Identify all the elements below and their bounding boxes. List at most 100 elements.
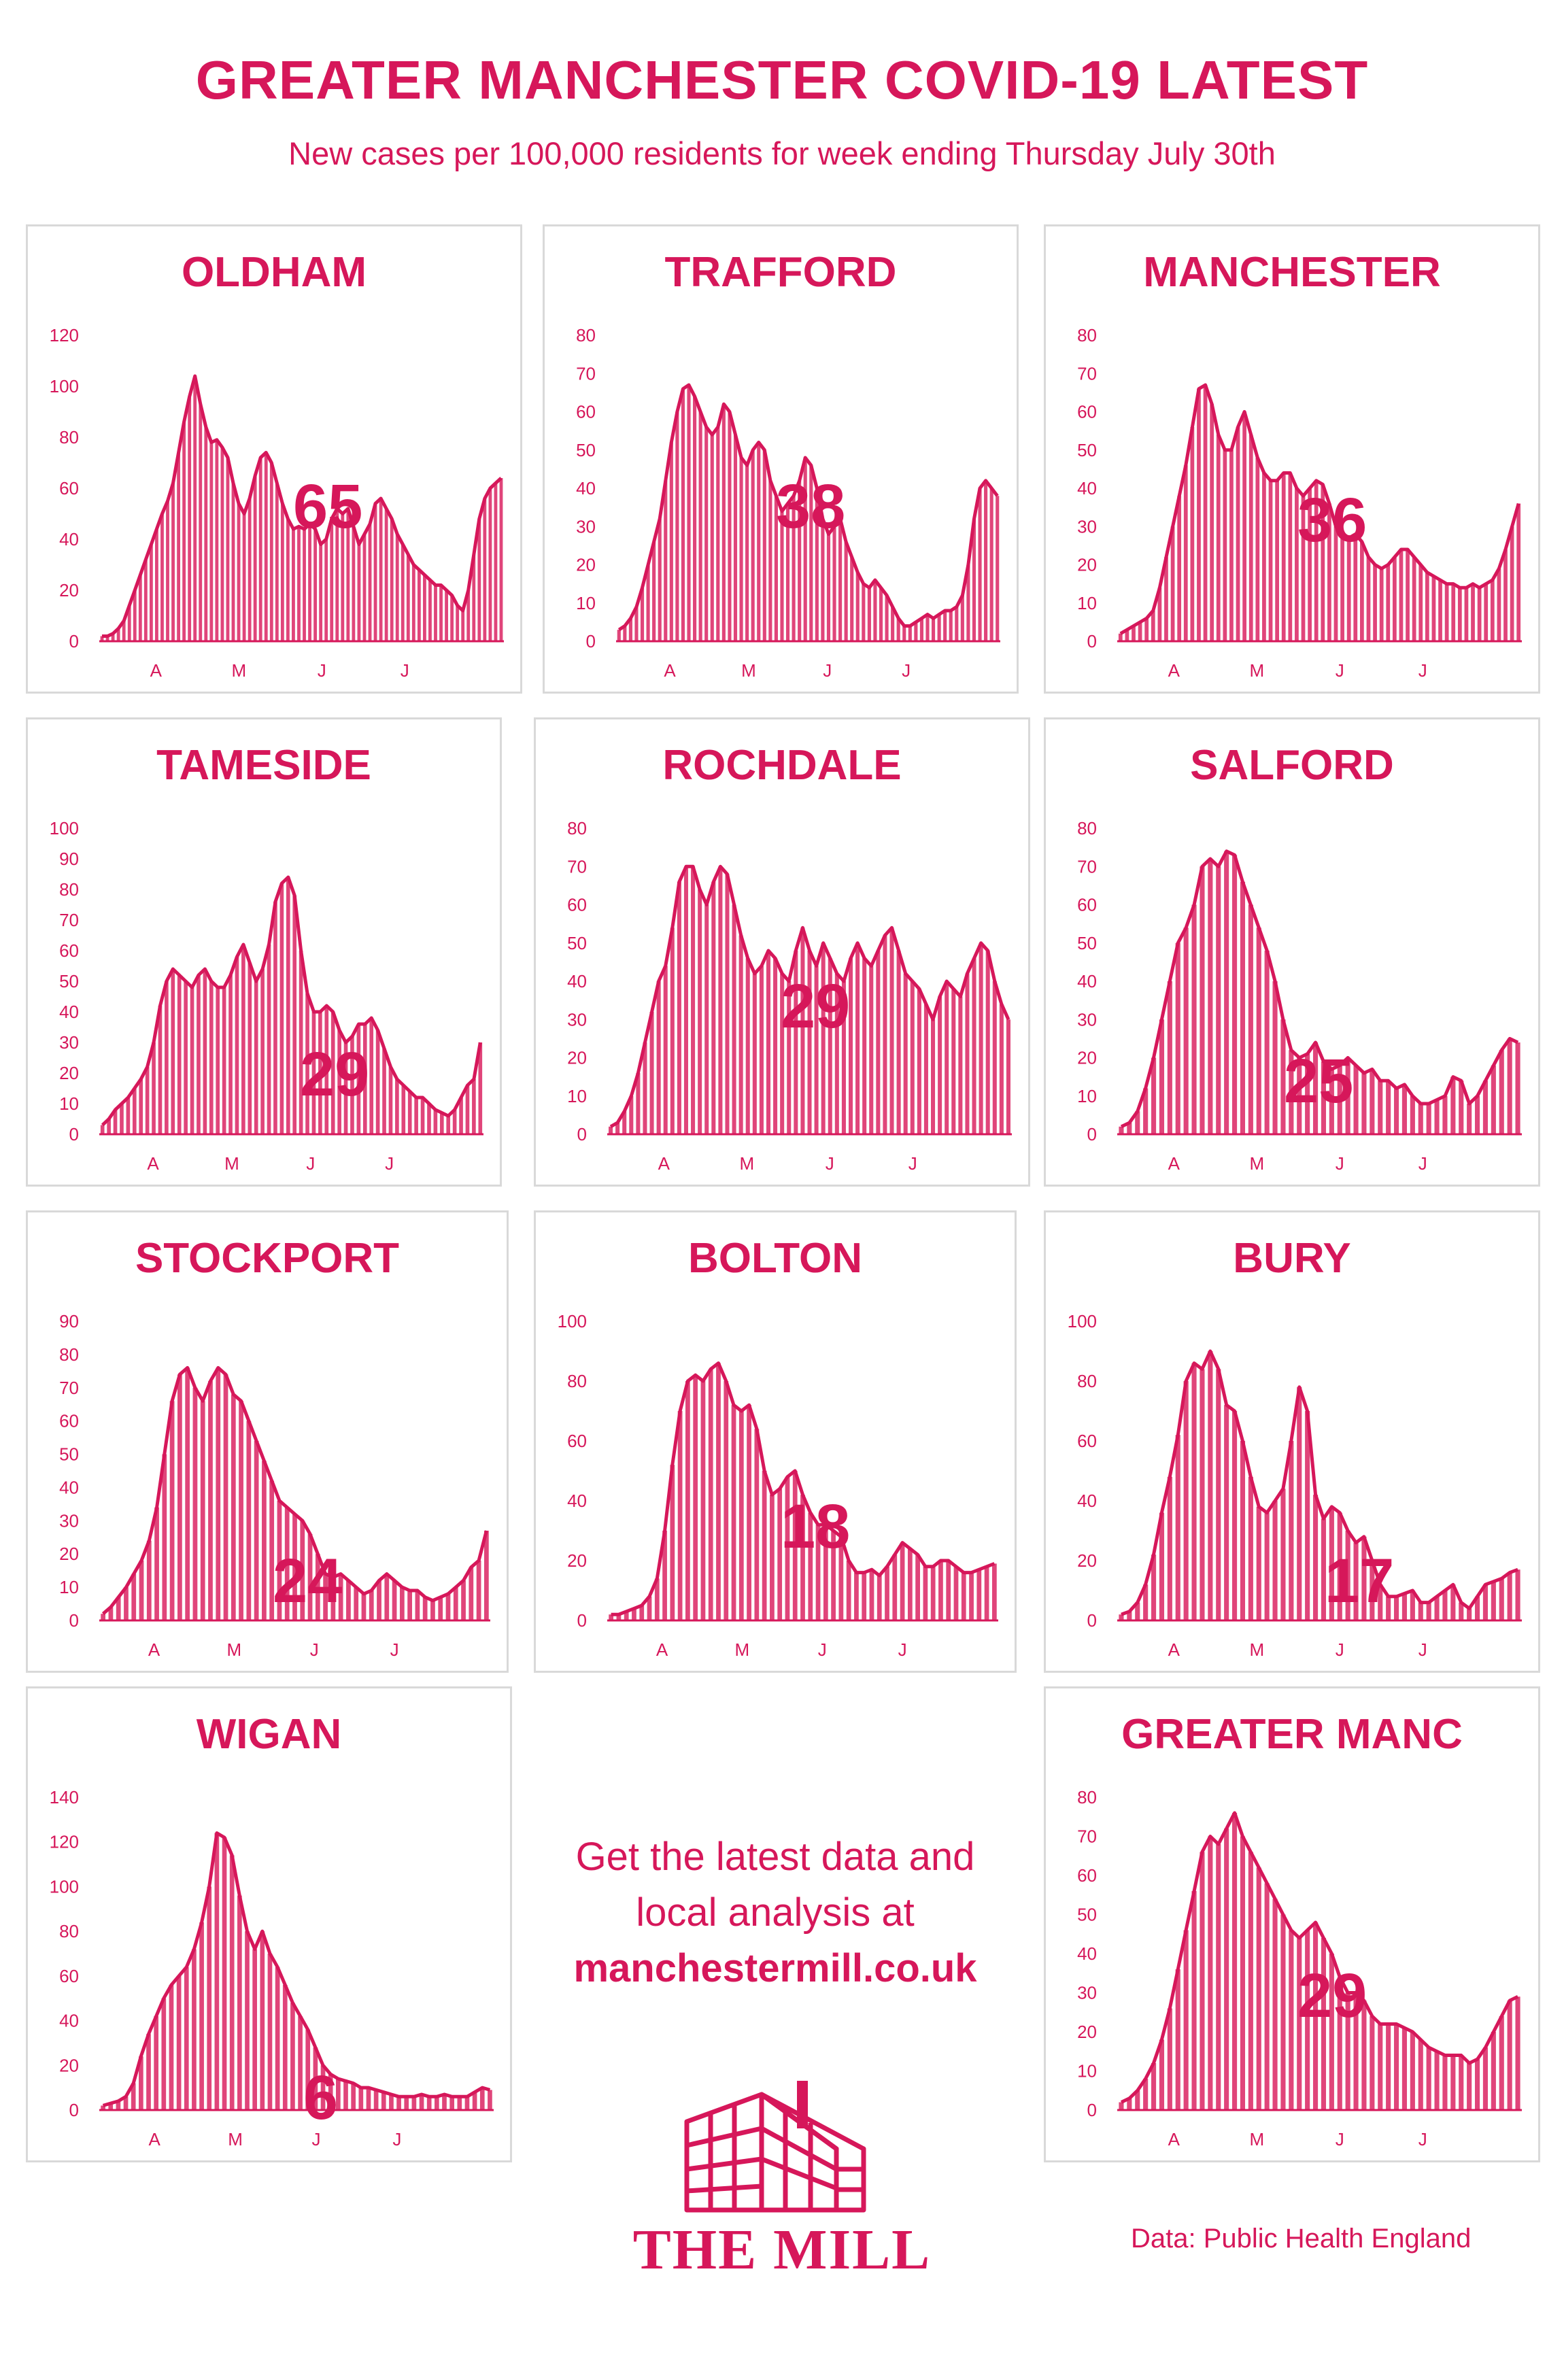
bar: [931, 1019, 936, 1134]
y-tick-label: 70: [1077, 363, 1097, 384]
bar: [1510, 526, 1514, 641]
bar: [192, 1387, 198, 1620]
bar: [955, 607, 959, 641]
headline-value: 38: [776, 472, 846, 541]
bar: [1280, 1489, 1286, 1620]
bar: [158, 1006, 163, 1134]
bar: [985, 951, 990, 1134]
bar: [1159, 2039, 1165, 2110]
bar: [389, 2094, 394, 2110]
the-mill-logo: THE MILL: [632, 2081, 932, 2285]
bar: [669, 442, 673, 641]
bar: [738, 1411, 744, 1620]
bar: [1231, 1813, 1238, 2110]
bar: [1426, 2047, 1431, 2110]
y-tick-label: 100: [1068, 1311, 1097, 1331]
bar: [1360, 541, 1364, 641]
promo-line-2: local analysis at: [636, 1890, 915, 1935]
bar: [656, 981, 661, 1134]
bar: [1497, 568, 1501, 641]
headline-value: 36: [1297, 486, 1367, 555]
bar: [1426, 1104, 1431, 1134]
y-tick-label: 30: [567, 1009, 587, 1030]
bar: [1329, 1506, 1334, 1620]
y-tick-label: 60: [1077, 895, 1097, 915]
y-tick-label: 80: [1077, 1787, 1097, 1807]
bar: [615, 1123, 620, 1134]
bar: [449, 2096, 454, 2110]
mill-building-icon: [684, 2081, 866, 2213]
y-tick-label: 10: [1077, 1086, 1097, 1106]
bar: [622, 1111, 627, 1134]
bar: [675, 411, 679, 641]
x-tick-label: J: [1336, 1153, 1344, 1174]
bar: [166, 500, 169, 641]
chart-title: GREATER MANC: [1121, 1711, 1463, 1758]
y-tick-label: 20: [567, 1550, 587, 1571]
bar: [1143, 2079, 1149, 2110]
bar: [229, 1855, 235, 2110]
headline-value: 29: [300, 1040, 370, 1109]
bar: [716, 427, 720, 641]
bar: [780, 973, 785, 1134]
bar: [152, 1042, 156, 1134]
bar: [896, 951, 901, 1134]
bar: [738, 935, 743, 1134]
x-tick-label: J: [826, 1153, 834, 1174]
bar: [127, 605, 131, 641]
y-tick-label: 100: [50, 376, 79, 396]
bar: [472, 554, 476, 641]
bar: [1175, 1435, 1180, 1620]
y-tick-label: 40: [576, 478, 596, 498]
bar: [780, 511, 784, 641]
bar: [382, 1049, 386, 1134]
bar: [139, 2056, 143, 2110]
bar: [792, 496, 796, 641]
bar: [192, 1949, 197, 2110]
bar: [427, 1104, 431, 1134]
y-tick-label: 0: [1087, 2100, 1097, 2120]
bar: [1401, 2028, 1408, 2110]
chart-panel-bolton: 0 20 40 60 80 100 A M J J BOLTON 18: [534, 1210, 1017, 1673]
x-tick-label: A: [658, 1153, 670, 1174]
bar: [1337, 1512, 1342, 1620]
bar: [284, 1507, 290, 1620]
bar: [1167, 1476, 1172, 1620]
bar: [392, 1580, 397, 1620]
x-tick-label: J: [1336, 2129, 1344, 2149]
y-tick-label: 30: [1077, 1983, 1097, 2003]
x-tick-label: J: [1418, 660, 1427, 681]
bar: [246, 1421, 252, 1620]
bar: [262, 1461, 267, 1620]
bar: [313, 529, 318, 641]
y-tick-label: 20: [576, 555, 596, 575]
y-tick-label: 90: [59, 849, 79, 869]
bar: [770, 1495, 775, 1620]
bar: [124, 1587, 129, 1620]
promo-url-link[interactable]: manchestermill.co.uk: [573, 1946, 977, 1990]
bar: [1275, 480, 1279, 641]
bar: [1327, 503, 1331, 641]
bar: [670, 928, 675, 1134]
bar: [862, 958, 867, 1134]
x-tick-label: A: [149, 2129, 161, 2149]
bar: [1401, 1084, 1408, 1134]
bar: [1224, 1405, 1229, 1620]
bar: [1515, 1042, 1520, 1134]
y-tick-label: 60: [576, 402, 596, 422]
bar: [1127, 1123, 1132, 1134]
bar: [1268, 480, 1273, 641]
x-tick-label: A: [147, 1153, 159, 1174]
bar: [267, 945, 271, 1134]
bar: [768, 480, 772, 641]
bar: [609, 1614, 614, 1620]
bar: [930, 1566, 936, 1620]
bar: [838, 1536, 844, 1620]
y-tick-label: 30: [1077, 516, 1097, 537]
bar: [785, 1476, 790, 1620]
bar: [1191, 1363, 1197, 1620]
bar: [902, 626, 906, 641]
bar: [1418, 2039, 1423, 2110]
bar: [223, 1374, 228, 1620]
bar: [477, 519, 481, 641]
